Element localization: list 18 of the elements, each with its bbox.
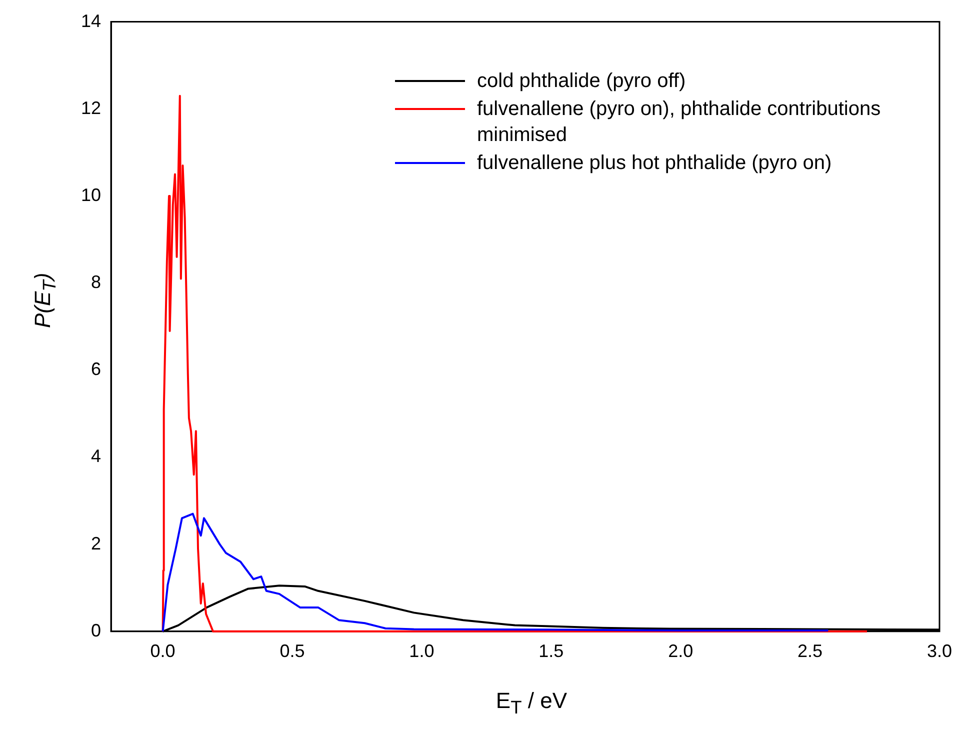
y-tick-label: 10 (80, 184, 102, 205)
y-tick-label: 4 (91, 446, 102, 466)
y-tick-label: 8 (91, 272, 102, 292)
x-tick-label: 3.0 (926, 641, 952, 662)
legend-label: fulvenallene plus hot phthalide (pyro on) (477, 151, 833, 176)
x-axis-title: E$_{T}$ / eV (494, 688, 568, 718)
legend-label: cold phthalide (pyro off) (477, 69, 687, 94)
x-tick-label: 0.0 (150, 641, 176, 662)
y-tick-label: 0 (91, 620, 102, 640)
x-tick-label: 1.0 (409, 641, 434, 662)
x-tick-label: 2.0 (668, 641, 694, 662)
x-tick-label: 2.5 (798, 641, 823, 662)
y-tick-label: 14 (80, 10, 102, 31)
y-tick-label: 2 (91, 533, 102, 554)
y-tick-label: 12 (80, 98, 102, 118)
y-tick-label: 6 (91, 359, 102, 380)
x-tick-label: 0.5 (280, 641, 305, 662)
x-tick-label: 1.5 (538, 641, 564, 662)
